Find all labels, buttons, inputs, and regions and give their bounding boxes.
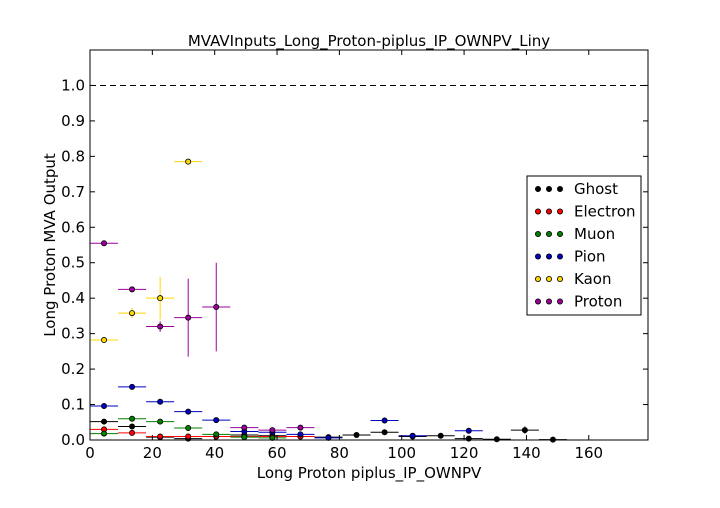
legend-marker	[557, 230, 564, 237]
legend-marker	[535, 208, 542, 215]
data-point	[157, 295, 164, 302]
data-point	[353, 432, 360, 439]
data-point	[465, 427, 472, 434]
data-point	[129, 310, 136, 317]
y-tick-label: 0.0	[61, 431, 85, 449]
data-point	[297, 424, 304, 431]
legend-label: Pion	[574, 248, 606, 266]
data-point	[185, 408, 192, 415]
x-tick-label: 100	[387, 444, 416, 462]
data-point	[157, 418, 164, 425]
x-tick-label: 20	[143, 444, 162, 462]
data-point	[185, 433, 192, 440]
data-point	[297, 431, 304, 438]
legend-marker	[557, 208, 564, 215]
series-kaon	[90, 158, 203, 344]
legend-marker	[535, 230, 542, 237]
legend-marker	[546, 275, 553, 282]
x-axis-label: Long Proton piplus_IP_OWNPV	[257, 464, 482, 483]
data-point	[185, 314, 192, 321]
chart-title: MVAVInputs_Long_Proton-piplus_IP_OWNPV_L…	[188, 32, 550, 51]
legend-marker	[546, 208, 553, 215]
data-point	[241, 434, 248, 441]
y-axis-label: Long Proton MVA Output	[41, 153, 59, 337]
legend-marker	[557, 298, 564, 305]
data-point	[409, 432, 416, 439]
legend-marker	[557, 253, 564, 260]
data-point	[213, 417, 220, 424]
data-point	[437, 432, 444, 439]
legend-label: Muon	[574, 225, 615, 243]
x-tick-label: 80	[330, 444, 349, 462]
plot-frame	[89, 49, 649, 441]
y-tick-label: 0.1	[61, 396, 85, 414]
y-tick-label: 0.7	[61, 183, 85, 201]
data-point	[185, 158, 192, 165]
data-point	[129, 383, 136, 390]
y-tick-label: 0.8	[61, 147, 85, 165]
legend-label: Electron	[574, 203, 636, 221]
data-point	[129, 429, 136, 436]
ticks-layer: 0 20 40 60 80 100 120 140 160 0.0 0.1 0.2 0.3 0.4 0.5 0…	[61, 50, 648, 462]
legend-label: Ghost	[574, 180, 618, 198]
y-tick-label: 0.6	[61, 218, 85, 236]
legend-marker	[535, 298, 542, 305]
data-point	[129, 415, 136, 422]
data-point	[129, 286, 136, 293]
x-tick-label: 140	[512, 444, 541, 462]
legend-label: Proton	[574, 293, 622, 311]
x-tick-label: 120	[450, 444, 479, 462]
data-point	[493, 436, 500, 443]
series-electron	[90, 426, 315, 440]
data-point	[213, 304, 220, 311]
y-tick-label: 0.3	[61, 325, 85, 343]
legend-label: Kaon	[574, 270, 611, 288]
data-point	[157, 398, 164, 405]
y-tick-label: 0.9	[61, 112, 85, 130]
data-point	[269, 427, 276, 434]
data-point	[157, 433, 164, 440]
data-point	[381, 417, 388, 424]
x-tick-label: 0	[85, 444, 95, 462]
data-point	[521, 427, 528, 434]
y-tick-label: 0.5	[61, 254, 85, 272]
legend-marker	[546, 230, 553, 237]
series-layer	[90, 158, 567, 443]
series-proton	[90, 240, 315, 434]
legend-marker	[546, 298, 553, 305]
y-tick-label: 0.2	[61, 360, 85, 378]
data-point	[241, 424, 248, 431]
legend-marker	[557, 275, 564, 282]
x-tick-label: 40	[205, 444, 224, 462]
data-point	[185, 424, 192, 431]
series-pion	[90, 383, 483, 441]
legend-marker	[535, 185, 542, 192]
x-tick-label: 160	[574, 444, 603, 462]
legend-marker	[557, 185, 564, 192]
y-tick-label: 1.0	[61, 76, 85, 94]
legend-marker	[535, 275, 542, 282]
series-muon	[90, 415, 287, 441]
legend-marker	[546, 253, 553, 260]
data-point	[129, 423, 136, 430]
x-tick-label: 60	[267, 444, 286, 462]
legend-marker	[546, 185, 553, 192]
data-point	[157, 323, 164, 330]
data-point	[101, 240, 108, 247]
data-point	[101, 430, 108, 437]
legend: Ghost Electron Muon Pion Kaon Proton	[526, 175, 642, 316]
data-point	[101, 418, 108, 425]
data-point	[101, 402, 108, 409]
data-point	[381, 429, 388, 436]
legend-marker	[535, 253, 542, 260]
legend-box	[526, 175, 642, 316]
y-tick-label: 0.4	[61, 289, 85, 307]
data-point	[101, 337, 108, 344]
